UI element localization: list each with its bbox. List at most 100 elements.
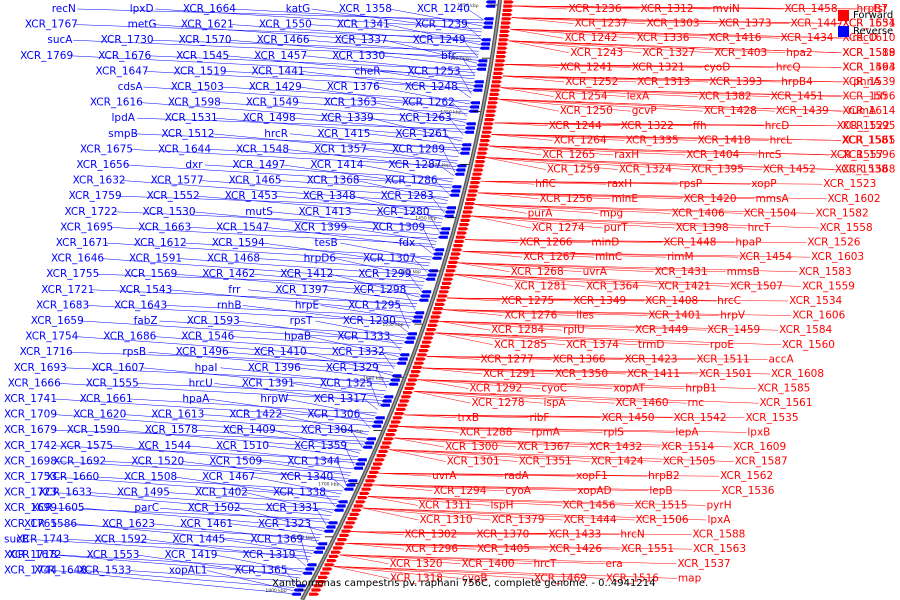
forward-feature [492, 76, 503, 80]
forward-gene-label: XCR_1434 [780, 32, 833, 44]
forward-gene-label: XCR_1565 [842, 134, 895, 146]
reverse-gene-label: XCR_1317 [314, 393, 367, 405]
forward-gene-label: XCR_1300 [445, 441, 498, 453]
forward-feature [487, 105, 498, 109]
forward-gene-label: XCR_1274 [532, 222, 585, 234]
forward-gene-label: XCR_1428 [704, 105, 757, 117]
reverse-connector [279, 414, 368, 435]
reverse-connector [330, 273, 420, 298]
forward-feature [343, 525, 354, 529]
reverse-gene-label: XCR_1339 [321, 112, 374, 124]
forward-feature [502, 8, 513, 12]
forward-gene-label: mmsB [727, 266, 760, 278]
forward-feature [466, 197, 477, 201]
forward-connector [413, 390, 687, 404]
reverse-feature [337, 500, 348, 504]
forward-gene-label: XCR_1449 [635, 324, 688, 336]
reverse-connector [106, 242, 431, 264]
reverse-gene-label: XCR_1414 [310, 159, 363, 171]
forward-connector [486, 157, 690, 170]
reverse-feature [381, 399, 392, 403]
forward-gene-label: XCR_1609 [733, 441, 786, 453]
forward-gene-label: ribF [530, 412, 550, 424]
forward-connector [435, 332, 709, 346]
reverse-feature [304, 567, 315, 571]
reverse-gene-label: XCR_1743 [16, 533, 69, 545]
reverse-connector [279, 180, 451, 192]
forward-gene-label: mmsA [756, 193, 790, 205]
forward-connector [461, 250, 811, 258]
reverse-connector [337, 461, 346, 485]
reverse-feature [323, 529, 334, 533]
forward-gene-label: cyoD [704, 61, 731, 73]
reverse-gene-label: XCR_1660 [46, 471, 99, 483]
forward-gene-label: XCR_1608 [771, 368, 824, 380]
forward-feature [483, 122, 494, 126]
reverse-connector [247, 289, 417, 308]
forward-gene-label: XCR_1320 [390, 558, 443, 570]
reverse-connector [231, 336, 403, 348]
forward-connector [362, 507, 707, 521]
reverse-connector [54, 445, 357, 461]
reverse-gene-label: XCR_1457 [254, 50, 307, 62]
reverse-connector [389, 8, 483, 27]
reverse-gene-label: XCR_1683 [36, 299, 89, 311]
forward-feature [389, 424, 400, 428]
forward-gene-label: recO [852, 32, 877, 44]
reverse-gene-label: XCR_1723 [4, 487, 57, 499]
reverse-gene-label: XCR_1261 [395, 128, 448, 140]
forward-feature [437, 294, 448, 298]
reverse-gene-label: XCR_1555 [86, 377, 139, 389]
reverse-connector [320, 305, 413, 320]
forward-feature [324, 563, 335, 567]
reverse-gene-label: XCR_1661 [80, 393, 133, 405]
forward-connector [465, 239, 807, 243]
forward-feature [463, 206, 474, 210]
reverse-connector [360, 164, 453, 183]
forward-feature [406, 382, 417, 386]
forward-feature [480, 139, 491, 143]
forward-gene-label: pyrH [707, 499, 732, 511]
forward-feature [380, 445, 391, 449]
forward-connector [513, 5, 873, 10]
forward-connector [502, 75, 709, 83]
reverse-feature [469, 101, 480, 105]
forward-gene-label: XCR_1556 [842, 91, 895, 103]
reverse-connector [293, 117, 465, 133]
forward-gene-label: XCR_1250 [560, 105, 613, 117]
forward-connector [345, 542, 693, 550]
forward-gene-label: XCR_1526 [807, 237, 860, 249]
reverse-gene-label: XCR_1666 [8, 377, 61, 389]
reverse-feature [399, 353, 410, 357]
reverse-gene-label: XCR_1331 [266, 502, 319, 514]
reverse-feature [302, 571, 313, 575]
forward-connector [345, 542, 477, 550]
reverse-feature [437, 235, 448, 239]
forward-gene-label: hrpB4 [781, 76, 813, 88]
reverse-gene-label: XCR_1578 [145, 424, 198, 436]
reverse-gene-label: sucB [4, 533, 29, 545]
reverse-gene-label: XCR_1577 [151, 175, 204, 187]
reverse-gene-label: XCR_1552 [147, 190, 200, 202]
reverse-gene-label: XCR_1422 [229, 409, 282, 421]
reverse-connector [357, 414, 371, 429]
strand-legend: Forward Reverse [838, 7, 893, 39]
forward-gene-label: XCR_1581 [842, 134, 895, 146]
forward-connector [500, 87, 698, 97]
reverse-connector [144, 539, 310, 560]
reverse-connector [368, 133, 462, 146]
forward-gene-label: XCR_1589 [842, 47, 895, 59]
reverse-connector [153, 336, 400, 354]
reverse-gene-label: XCR_1709 [4, 409, 57, 421]
reverse-gene-label: XCR_1767 [25, 19, 78, 31]
reverse-gene-label: hpaI [195, 362, 218, 374]
forward-gene-label: XCR_1448 [663, 237, 716, 249]
forward-connector [471, 215, 531, 229]
reverse-connector [77, 8, 484, 21]
forward-feature [454, 239, 465, 243]
reverse-gene-label: smpB [108, 128, 138, 140]
forward-gene-label: XCR_1493 [842, 61, 895, 73]
reverse-gene-label: XCR_1676 [98, 50, 151, 62]
forward-feature [414, 361, 425, 365]
